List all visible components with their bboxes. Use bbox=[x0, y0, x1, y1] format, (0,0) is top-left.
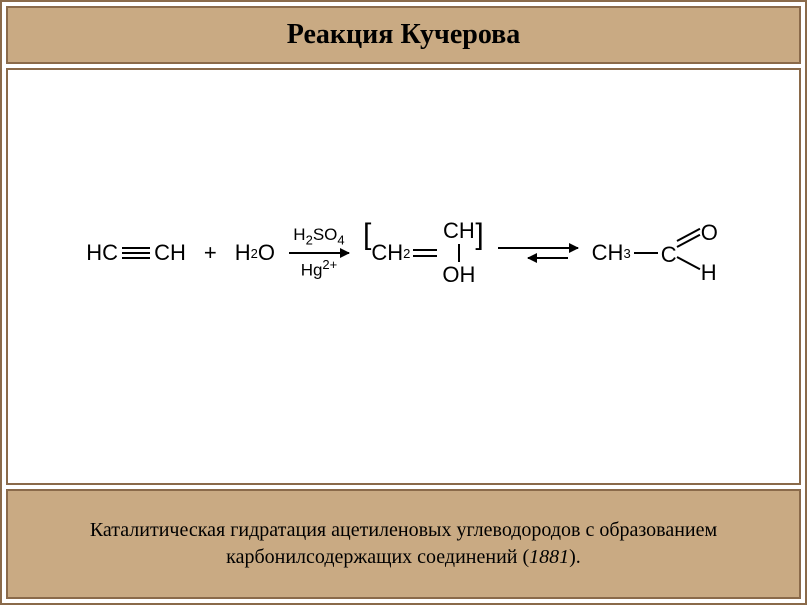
caption-line2-prefix: карбонилсодержащих соединений ( bbox=[226, 546, 529, 568]
sub-2: 2 bbox=[251, 246, 258, 261]
atom-hc: HC bbox=[86, 240, 118, 266]
catalyst-top: H2SO4 bbox=[293, 226, 344, 248]
intermediate-enol: [ CH2 CH OH ] bbox=[363, 220, 484, 286]
atom-h: H bbox=[235, 240, 251, 266]
caption-bar: Каталитическая гидратация ацетиленовых у… bbox=[6, 489, 801, 599]
reagent-water: H2O bbox=[235, 240, 275, 266]
catalyst-arrow-block: H2SO4 Hg2+ bbox=[289, 226, 349, 280]
triple-bond-icon bbox=[122, 247, 150, 259]
product-acetaldehyde: CH3 C O H bbox=[592, 228, 721, 278]
caption-line2-suffix: ). bbox=[569, 546, 581, 568]
intermediate-formula: CH2 CH OH bbox=[371, 220, 475, 286]
outer-frame: Реакция Кучерова HC CH + H2O H2SO4 Hg2+ bbox=[0, 0, 807, 605]
plus-sign: + bbox=[204, 240, 217, 266]
reaction-area: HC CH + H2O H2SO4 Hg2+ [ bbox=[6, 68, 801, 485]
reagent-acetylene: HC CH bbox=[86, 240, 186, 266]
caption-text: Каталитическая гидратация ацетиленовых у… bbox=[90, 517, 717, 571]
title-text: Реакция Кучерова bbox=[287, 19, 521, 51]
bracket-open: [ bbox=[363, 220, 371, 250]
catalyst-bottom: Hg2+ bbox=[301, 258, 338, 280]
reaction-arrow-icon bbox=[289, 252, 349, 254]
caption-line1: Каталитическая гидратация ацетиленовых у… bbox=[90, 519, 717, 541]
atom-o: O bbox=[258, 240, 275, 266]
single-bond-icon bbox=[634, 252, 658, 254]
reaction-equation: HC CH + H2O H2SO4 Hg2+ [ bbox=[8, 220, 799, 286]
equilibrium-arrows-icon bbox=[498, 241, 578, 265]
caption-year: 1881 bbox=[529, 546, 569, 568]
single-bond-vertical-icon bbox=[458, 244, 460, 262]
title-bar: Реакция Кучерова bbox=[6, 6, 801, 64]
double-bond-icon bbox=[413, 249, 437, 257]
atom-ch: CH bbox=[154, 240, 186, 266]
aldehyde-group: C O H bbox=[661, 228, 721, 278]
bracket-close: ] bbox=[475, 220, 483, 250]
